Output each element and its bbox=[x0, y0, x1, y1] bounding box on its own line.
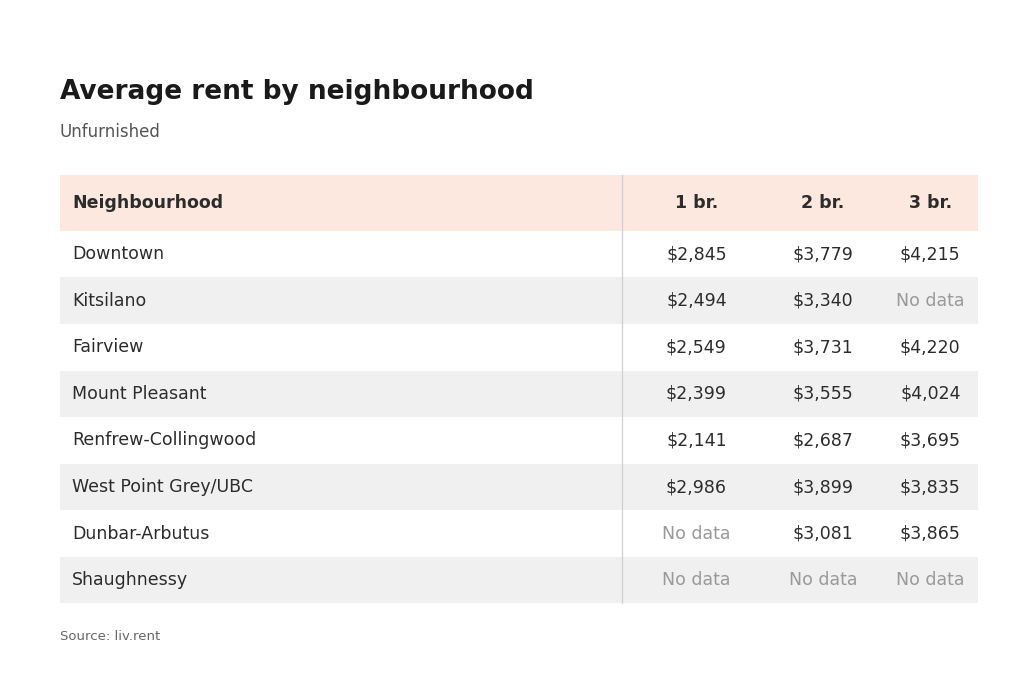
Text: Downtown: Downtown bbox=[72, 245, 164, 263]
Text: $3,731: $3,731 bbox=[793, 338, 853, 356]
FancyBboxPatch shape bbox=[59, 231, 978, 277]
Text: No data: No data bbox=[663, 525, 730, 543]
Text: 2 br.: 2 br. bbox=[801, 194, 845, 212]
FancyBboxPatch shape bbox=[59, 510, 978, 557]
Text: Dunbar-Arbutus: Dunbar-Arbutus bbox=[72, 525, 210, 543]
Text: Mount Pleasant: Mount Pleasant bbox=[72, 385, 207, 403]
Text: Renfrew-Collingwood: Renfrew-Collingwood bbox=[72, 432, 256, 449]
Text: Shaughnessy: Shaughnessy bbox=[72, 571, 188, 589]
Text: Fairview: Fairview bbox=[72, 338, 143, 356]
Text: Kitsilano: Kitsilano bbox=[72, 292, 146, 310]
FancyBboxPatch shape bbox=[59, 324, 978, 371]
Text: $3,835: $3,835 bbox=[900, 478, 961, 496]
Text: $2,141: $2,141 bbox=[666, 432, 727, 449]
Text: $3,779: $3,779 bbox=[793, 245, 853, 263]
Text: No data: No data bbox=[896, 292, 965, 310]
Text: $2,845: $2,845 bbox=[666, 245, 727, 263]
FancyBboxPatch shape bbox=[59, 277, 978, 324]
Text: West Point Grey/UBC: West Point Grey/UBC bbox=[72, 478, 253, 496]
FancyBboxPatch shape bbox=[59, 371, 978, 417]
Text: $3,865: $3,865 bbox=[900, 525, 961, 543]
Text: $4,215: $4,215 bbox=[900, 245, 961, 263]
Text: $3,695: $3,695 bbox=[900, 432, 961, 449]
FancyBboxPatch shape bbox=[59, 557, 978, 603]
Text: $4,220: $4,220 bbox=[900, 338, 961, 356]
Text: $3,555: $3,555 bbox=[793, 385, 853, 403]
Text: $3,081: $3,081 bbox=[793, 525, 853, 543]
Text: $3,340: $3,340 bbox=[793, 292, 853, 310]
Text: No data: No data bbox=[663, 571, 730, 589]
Text: Unfurnished: Unfurnished bbox=[59, 123, 161, 141]
Text: Source: liv.rent: Source: liv.rent bbox=[59, 630, 160, 643]
Text: No data: No data bbox=[896, 571, 965, 589]
FancyBboxPatch shape bbox=[59, 417, 978, 464]
Text: $2,549: $2,549 bbox=[666, 338, 727, 356]
FancyBboxPatch shape bbox=[59, 175, 978, 231]
FancyBboxPatch shape bbox=[59, 464, 978, 510]
Text: $2,494: $2,494 bbox=[666, 292, 727, 310]
Text: 3 br.: 3 br. bbox=[908, 194, 952, 212]
Text: $2,399: $2,399 bbox=[666, 385, 727, 403]
Text: $2,687: $2,687 bbox=[793, 432, 853, 449]
Text: $3,899: $3,899 bbox=[793, 478, 853, 496]
Text: Neighbourhood: Neighbourhood bbox=[72, 194, 223, 212]
Text: $4,024: $4,024 bbox=[900, 385, 961, 403]
Text: 1 br.: 1 br. bbox=[675, 194, 718, 212]
Text: Average rent by neighbourhood: Average rent by neighbourhood bbox=[59, 79, 534, 105]
Text: No data: No data bbox=[788, 571, 857, 589]
Text: $2,986: $2,986 bbox=[666, 478, 727, 496]
